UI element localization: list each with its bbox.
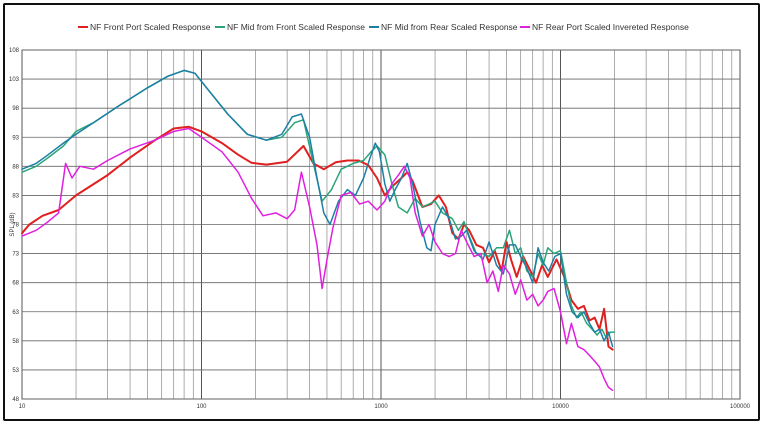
y-tick-label: 63 (12, 310, 19, 316)
y-tick-label: 53 (12, 368, 19, 374)
y-tick-label: 88 (12, 164, 19, 170)
x-tick-label: 100000 (730, 404, 751, 410)
y-tick-label: 68 (12, 281, 19, 287)
legend-label: NF Front Port Scaled Response (90, 22, 211, 32)
series-lines (21, 69, 616, 392)
legend-label: NF Mid from Rear Scaled Response (381, 22, 518, 32)
legend-label: NF Rear Port Scaled Invereted Response (532, 22, 689, 32)
y-tick-label: 108 (9, 48, 20, 54)
y-tick-label: 58 (12, 339, 19, 345)
legend-label: NF Mid from Front Scaled Response (227, 22, 365, 32)
y-axis-label: SPL (dB) (10, 212, 16, 236)
y-tick-label: 103 (9, 77, 20, 83)
grid (21, 49, 740, 400)
x-tick-label: 1000 (374, 404, 388, 410)
y-tick-label: 93 (12, 135, 19, 141)
series-line-1 (21, 125, 614, 351)
y-axis-ticks: 48 53 58 63 68 73 78 83 88 93 98 103 108 (9, 48, 20, 403)
x-axis-ticks: 10 100 1000 10000 100000 (19, 404, 751, 410)
x-tick-label: 10000 (552, 404, 569, 410)
y-tick-label: 78 (12, 223, 19, 229)
x-tick-label: 10 (19, 404, 26, 410)
legend: NF Front Port Scaled Response NF Mid from… (78, 22, 689, 32)
y-tick-label: 98 (12, 106, 19, 112)
y-tick-label: 48 (12, 397, 19, 403)
series-line-4 (21, 127, 614, 392)
x-tick-label: 100 (196, 404, 207, 410)
series-line-3 (21, 69, 614, 348)
y-tick-label: 83 (12, 193, 19, 199)
y-tick-label: 73 (12, 252, 19, 258)
